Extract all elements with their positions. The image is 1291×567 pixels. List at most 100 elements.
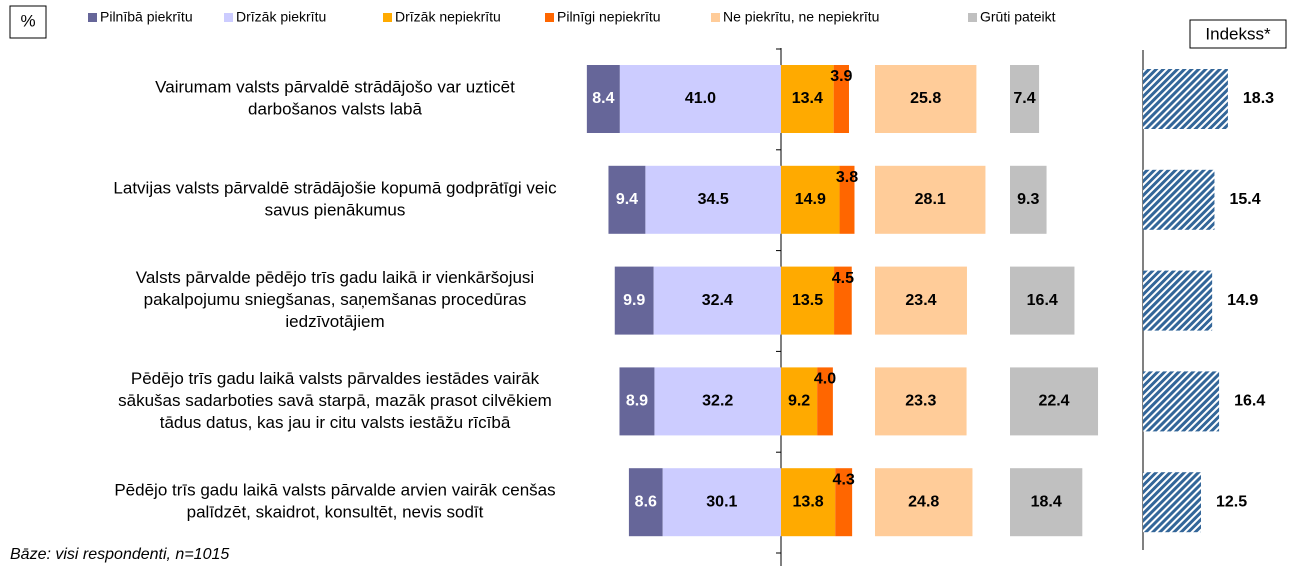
bar-segment xyxy=(653,266,781,335)
index-bar xyxy=(1143,371,1220,432)
value-label: 16.4 xyxy=(1027,292,1058,309)
category-label: Vairumam valsts pārvaldē strādājošo var … xyxy=(155,77,515,96)
value-label: 4.0 xyxy=(814,371,836,388)
category-label: iedzīvotājiem xyxy=(285,312,384,331)
bar-segment xyxy=(835,468,853,537)
bar-segment xyxy=(875,367,967,436)
value-label: 41.0 xyxy=(685,90,716,107)
value-label: 8.6 xyxy=(635,493,657,510)
bar-segment xyxy=(817,367,833,436)
bar-segment xyxy=(619,65,781,133)
category-label: Pēdējo trīs gadu laikā valsts pārvaldes … xyxy=(131,369,540,388)
category-label: Valsts pārvalde pēdējo trīs gadu laikā i… xyxy=(136,268,534,287)
value-label: 23.3 xyxy=(905,393,936,410)
bar-segment xyxy=(628,468,663,537)
category-label: darbošanos valsts labā xyxy=(248,99,422,118)
bar-segment xyxy=(781,266,835,335)
legend-swatch xyxy=(545,13,554,22)
category-label: palīdzēt, skaidrot, konsultēt, nevis sod… xyxy=(187,503,484,522)
index-value-label: 12.5 xyxy=(1216,493,1247,510)
legend-swatch xyxy=(383,13,392,22)
bar-segment xyxy=(781,468,836,537)
legend-label: Grūti pateikt xyxy=(980,9,1056,25)
value-label: 4.5 xyxy=(832,270,854,287)
value-label: 28.1 xyxy=(915,191,946,208)
legend-label: Pilnīgi nepiekrītu xyxy=(557,9,661,25)
unit-box xyxy=(9,5,47,39)
value-label: 32.4 xyxy=(702,292,733,309)
category-label: pakalpojumu sniegšanas, saņemšanas proce… xyxy=(144,290,527,309)
index-value-label: 15.4 xyxy=(1229,191,1260,208)
value-label: 8.9 xyxy=(626,393,648,410)
bar-segment xyxy=(875,165,986,234)
bar-segment xyxy=(875,266,967,335)
index-bar xyxy=(1143,169,1215,230)
category-label: tādus datus, kas jau ir citu valsts iest… xyxy=(160,413,511,432)
index-value-label: 14.9 xyxy=(1227,292,1258,309)
bar-segment xyxy=(645,165,781,234)
legend-label: Pilnībā piekrītu xyxy=(100,9,193,25)
value-label: 32.2 xyxy=(702,393,733,410)
bar-segment xyxy=(839,165,855,234)
category-label: sākušas sadarboties savā starpā, mazāk p… xyxy=(118,391,552,410)
legend-label: Drīzāk nepiekrītu xyxy=(395,9,501,25)
bar-segment xyxy=(875,65,977,133)
bar-segment xyxy=(614,266,654,335)
bar-segment xyxy=(1010,165,1047,234)
bar-segment xyxy=(1010,65,1040,133)
value-label: 18.4 xyxy=(1031,493,1062,510)
index-value-label: 16.4 xyxy=(1234,393,1265,410)
bar-segment xyxy=(654,367,781,436)
value-label: 3.8 xyxy=(836,169,858,186)
legend-swatch xyxy=(224,13,233,22)
bar-segment xyxy=(833,65,849,133)
category-label: savus pienākumus xyxy=(265,200,406,219)
bar-segment xyxy=(1010,468,1083,537)
category-label: Pēdējo trīs gadu laikā valsts pārvalde a… xyxy=(114,481,555,500)
bar-segment xyxy=(834,266,852,335)
value-label: 9.2 xyxy=(788,393,810,410)
value-label: 23.4 xyxy=(905,292,936,309)
bar-segment xyxy=(1010,367,1099,436)
index-bar xyxy=(1143,270,1213,331)
bar-segment xyxy=(875,468,973,537)
value-label: 24.8 xyxy=(908,493,939,510)
index-bar xyxy=(1143,69,1228,129)
index-title: Indekss* xyxy=(1205,24,1271,43)
legend-label: Drīzāk piekrītu xyxy=(236,9,326,25)
value-label: 9.4 xyxy=(616,191,638,208)
value-label: 22.4 xyxy=(1038,393,1069,410)
bar-segment xyxy=(586,65,620,133)
footnote: Bāze: visi respondenti, n=1015 xyxy=(10,546,229,563)
value-label: 34.5 xyxy=(698,191,729,208)
value-label: 3.9 xyxy=(830,68,852,85)
legend-swatch xyxy=(88,13,97,22)
bar-segment xyxy=(781,367,818,436)
bar-segment xyxy=(608,165,646,234)
value-label: 7.4 xyxy=(1013,90,1035,107)
bar-segment xyxy=(781,165,840,234)
value-label: 13.8 xyxy=(793,493,824,510)
value-label: 13.4 xyxy=(792,90,823,107)
legend-swatch xyxy=(711,13,720,22)
legend-label: Ne piekrītu, ne nepiekrītu xyxy=(723,9,879,25)
value-label: 25.8 xyxy=(910,90,941,107)
bar-segment xyxy=(781,65,834,133)
unit-label: % xyxy=(20,11,35,30)
value-label: 9.9 xyxy=(623,292,645,309)
index-bar xyxy=(1143,472,1201,533)
index-value-label: 18.3 xyxy=(1243,90,1274,107)
value-label: 13.5 xyxy=(792,292,823,309)
value-label: 4.3 xyxy=(833,471,855,488)
bar-segment xyxy=(619,367,655,436)
value-label: 14.9 xyxy=(795,191,826,208)
value-label: 8.4 xyxy=(592,90,614,107)
value-label: 30.1 xyxy=(706,493,737,510)
category-label: Latvijas valsts pārvaldē strādājošie kop… xyxy=(113,178,557,197)
value-label: 9.3 xyxy=(1017,191,1039,208)
legend-swatch xyxy=(968,13,977,22)
index-box xyxy=(1189,19,1287,49)
bar-segment xyxy=(662,468,781,537)
